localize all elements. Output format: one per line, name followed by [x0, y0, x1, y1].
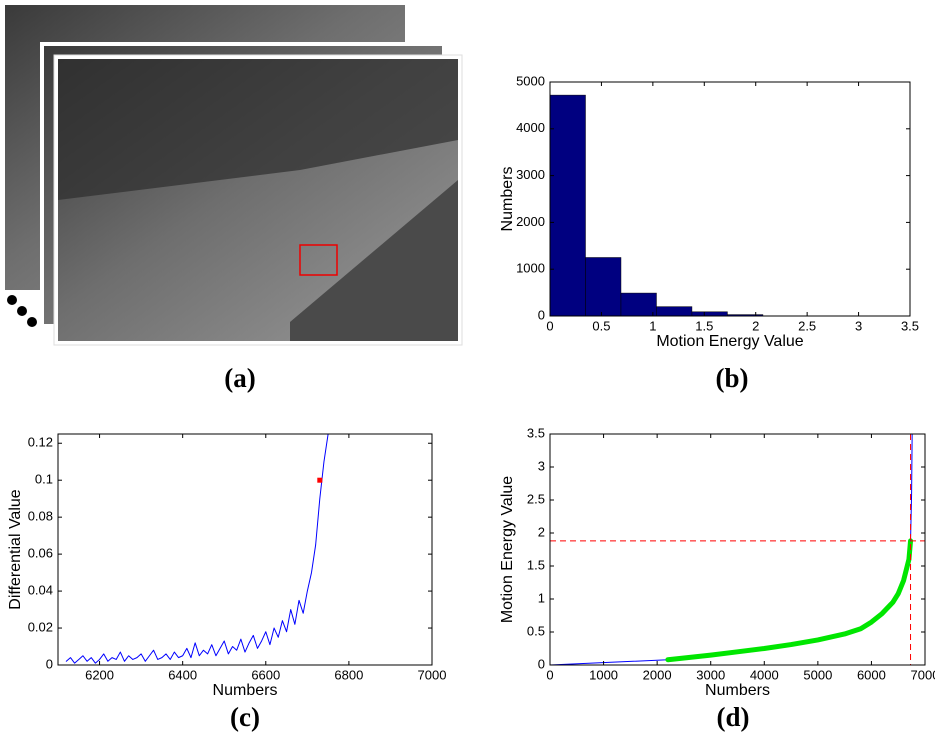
x-tick-label: 0	[546, 318, 553, 333]
bar	[727, 314, 764, 316]
x-tick-label: 3.5	[901, 318, 919, 333]
bar	[691, 311, 728, 316]
line	[550, 659, 669, 665]
marker	[317, 477, 323, 483]
x-tick-label: 0	[546, 667, 553, 682]
x-axis-label: Motion Energy Value	[656, 333, 803, 350]
plot-area	[58, 434, 432, 665]
x-axis-label: Numbers	[213, 682, 278, 699]
chart: 0 1000 2000 3000 4000 5000 6000 7000 0 0.5 1 1.5 2 2.…	[499, 425, 935, 732]
y-tick-label: 3	[538, 458, 545, 473]
bar	[656, 306, 693, 316]
y-tick-label: 0.02	[28, 619, 53, 634]
x-tick-label: 5000	[803, 667, 832, 682]
axes-frame	[57, 433, 433, 666]
x-tick-label: 1.5	[695, 318, 713, 333]
y-axis-label: Motion Energy Value	[499, 476, 516, 623]
x-tick-label: 6800	[334, 667, 363, 682]
dot	[27, 317, 37, 327]
y-axis-label: Differential Value	[7, 489, 24, 609]
y-tick-label: 2	[538, 524, 545, 539]
caption: (b)	[716, 363, 749, 393]
x-tick-label: 3000	[696, 667, 725, 682]
x-axis-label: Numbers	[705, 682, 770, 699]
chart: 0 0.5 1 1.5 2 2.5 3 3.5 0 1000 2000 3000 4000 5000 Mot…	[499, 73, 919, 393]
x-tick-label: 3	[855, 318, 862, 333]
y-tick-label: 0	[46, 656, 53, 671]
y-tick-label: 2000	[516, 214, 545, 229]
x-tick-label: 6400	[168, 667, 197, 682]
bar	[620, 292, 657, 316]
x-tick-label: 1	[649, 318, 656, 333]
lawn	[290, 180, 458, 341]
y-tick-label: 0.5	[527, 623, 545, 638]
x-tick-label: 6600	[251, 667, 280, 682]
y-tick-label: 0	[538, 307, 545, 322]
caption: (d)	[717, 702, 750, 732]
axes-frame	[549, 433, 926, 666]
y-tick-label: 0.06	[28, 546, 53, 561]
y-tick-label: 3.5	[527, 425, 545, 440]
line	[65, 434, 333, 664]
y-tick-label: 5000	[516, 73, 545, 88]
x-tick-label: 4000	[750, 667, 779, 682]
x-tick-label: 6200	[85, 667, 114, 682]
plot-area	[550, 434, 925, 665]
roi-box	[299, 244, 338, 276]
y-tick-label: 1000	[516, 261, 545, 276]
bar	[585, 257, 622, 316]
chart: 6200 6400 6600 6800 7000 0 0.02 0.04 0.06 0.08 0.1…	[7, 433, 447, 732]
caption: (a)	[224, 363, 255, 393]
plot	[65, 434, 333, 664]
line	[665, 538, 914, 663]
x-tick-label: 0.5	[592, 318, 610, 333]
caption: (c)	[230, 702, 260, 732]
y-tick-label: 0.12	[28, 435, 53, 450]
x-tick-label: 2	[752, 318, 759, 333]
y-tick-label: 2.5	[527, 491, 545, 506]
dot	[17, 306, 27, 316]
y-tick-label: 3000	[516, 167, 545, 182]
plot	[550, 434, 925, 665]
video-frames	[5, 5, 463, 346]
x-tick-label: 2000	[643, 667, 672, 682]
y-tick-label: 4000	[516, 120, 545, 135]
y-tick-label: 0.1	[35, 472, 53, 487]
x-tick-label: 7000	[418, 667, 447, 682]
x-tick-label: 2.5	[798, 318, 816, 333]
y-tick-label: 0	[538, 656, 545, 671]
axes-frame	[549, 81, 911, 317]
y-tick-label: 0.08	[28, 509, 53, 524]
bar	[550, 94, 586, 316]
y-tick-label: 0.04	[28, 583, 53, 598]
plot	[550, 94, 906, 316]
dot	[7, 295, 17, 305]
y-tick-label: 1	[538, 590, 545, 605]
y-axis-label: Numbers	[499, 167, 516, 232]
x-tick-label: 1000	[589, 667, 618, 682]
x-tick-label: 6000	[857, 667, 886, 682]
trees	[58, 59, 458, 200]
y-tick-label: 1.5	[527, 557, 545, 572]
x-tick-label: 7000	[911, 667, 935, 682]
